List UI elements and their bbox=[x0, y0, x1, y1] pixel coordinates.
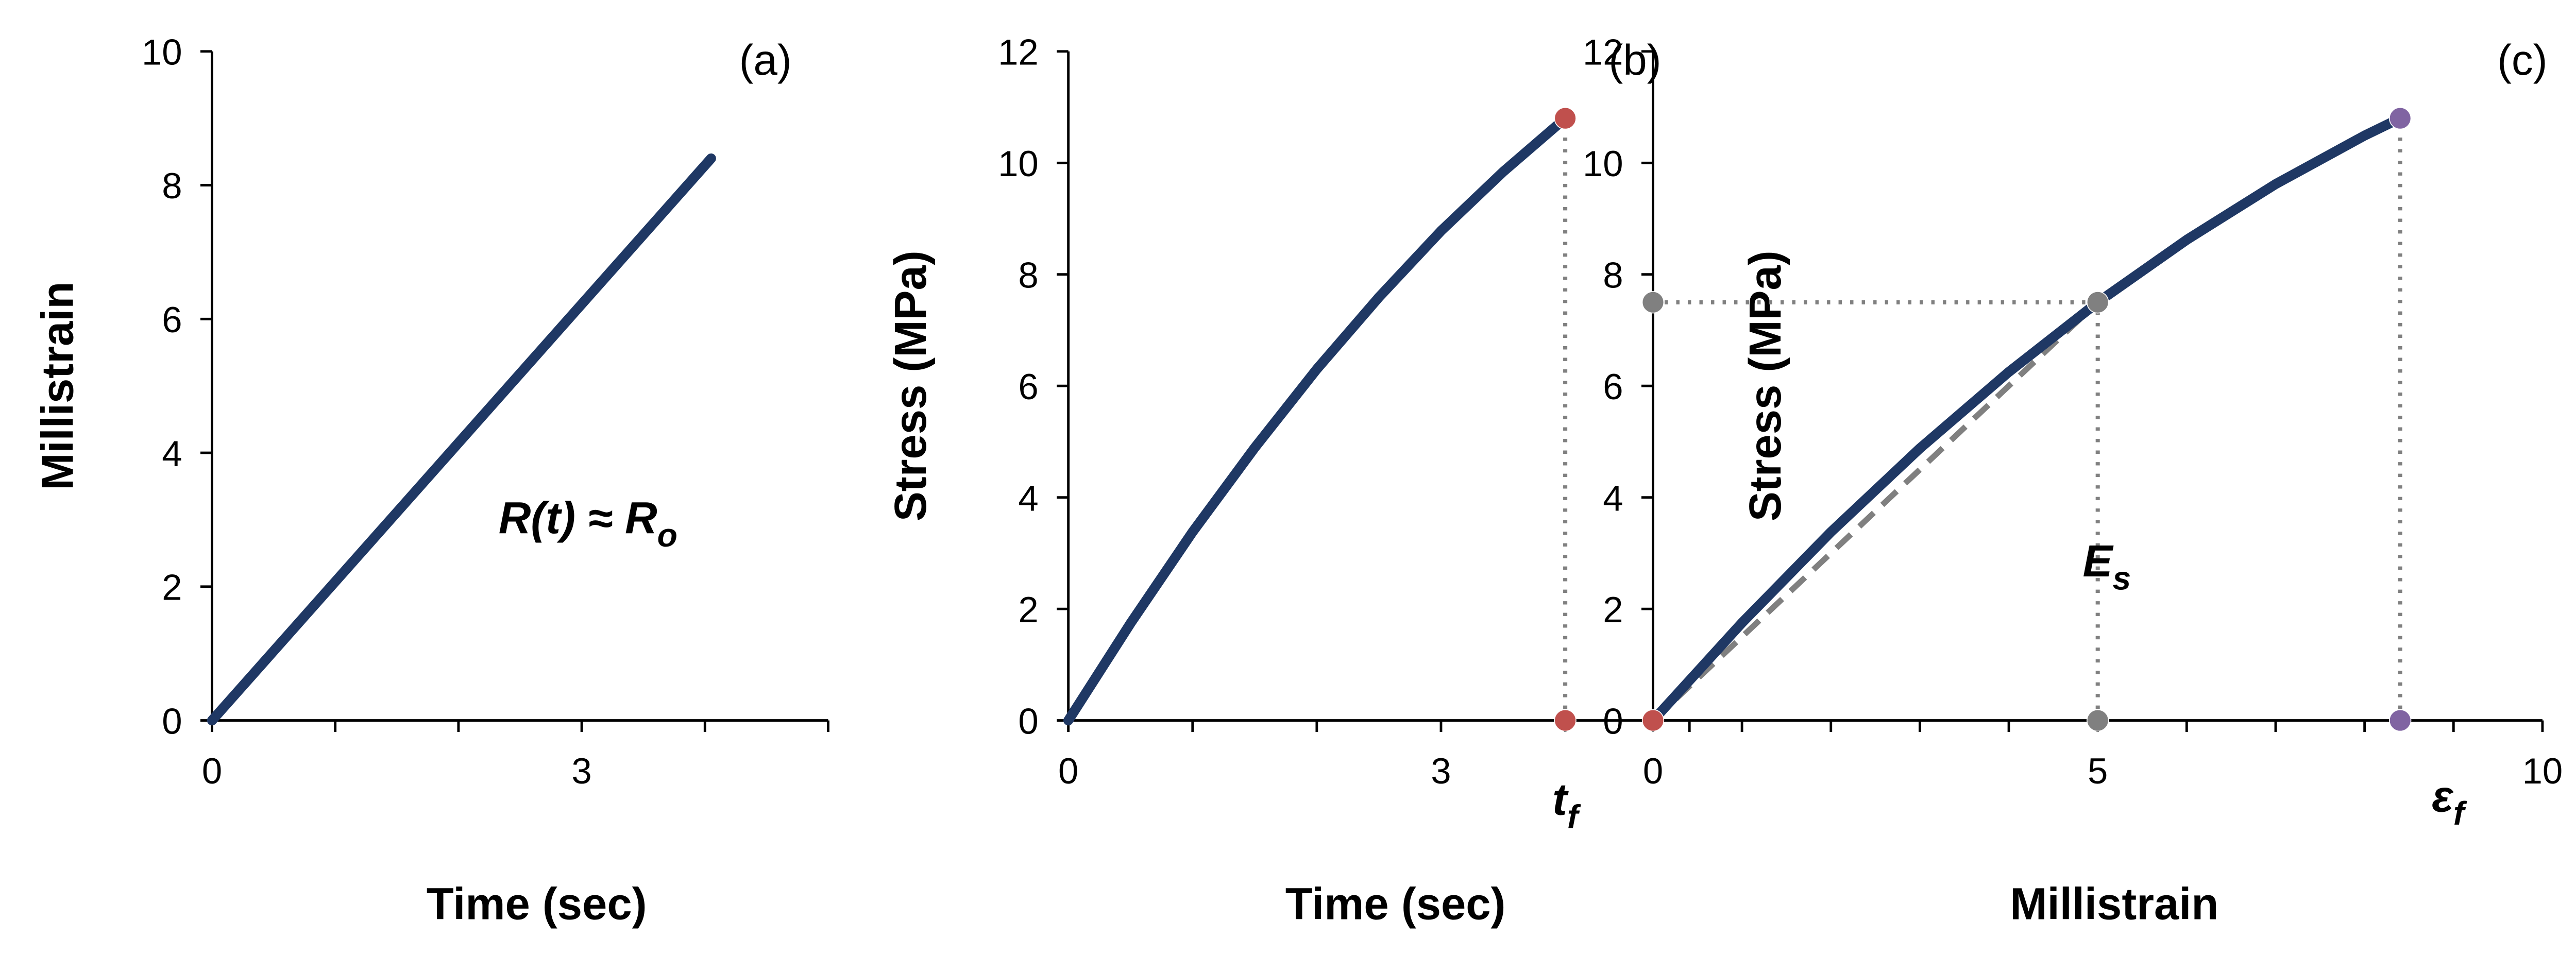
y-tick-label: 6 bbox=[1603, 366, 1623, 407]
y-tick-label: 10 bbox=[998, 143, 1039, 184]
y-axis-title: Stress (MPa) bbox=[886, 250, 936, 521]
guide-line bbox=[1651, 300, 2100, 723]
y-tick-label: 6 bbox=[1018, 366, 1038, 407]
x-tick-label: 3 bbox=[571, 751, 591, 791]
point-marker bbox=[2388, 107, 2412, 130]
y-tick-label: 10 bbox=[1583, 143, 1623, 184]
x-axis-title: Time (sec) bbox=[427, 879, 647, 929]
data-line bbox=[1063, 113, 1570, 726]
annotation-text: R(t) ≈ R bbox=[499, 493, 657, 543]
annotation: εf bbox=[2432, 771, 2467, 832]
y-tick-label: 8 bbox=[162, 165, 182, 206]
data-line bbox=[1648, 113, 2405, 726]
x-axis-title: Millistrain bbox=[2010, 879, 2218, 929]
point-marker bbox=[1641, 291, 1665, 314]
annotation: Es bbox=[2083, 536, 2131, 597]
point-marker bbox=[1554, 107, 1577, 130]
annotation-text: ε bbox=[2432, 771, 2454, 821]
y-tick-label: 2 bbox=[162, 567, 182, 608]
y-tick-label: 2 bbox=[1018, 589, 1038, 630]
annotation-subscript: s bbox=[2112, 560, 2131, 597]
y-tick-label: 8 bbox=[1018, 254, 1038, 295]
x-tick-label: 5 bbox=[2088, 751, 2108, 791]
y-axis-title: Millistrain bbox=[32, 282, 82, 490]
y-tick-label: 2 bbox=[1603, 589, 1623, 630]
y-axis-title: Stress (MPa) bbox=[1740, 250, 1790, 521]
x-axis-title: Time (sec) bbox=[1285, 879, 1506, 929]
y-tick-label: 4 bbox=[1018, 478, 1038, 518]
point-marker bbox=[1554, 709, 1577, 732]
y-tick-label: 0 bbox=[1603, 701, 1623, 741]
x-tick-label: 0 bbox=[1058, 751, 1078, 791]
panel-label: (a) bbox=[739, 36, 792, 84]
y-tick-label: 12 bbox=[1583, 31, 1623, 72]
x-tick-label: 10 bbox=[2522, 751, 2563, 791]
annotation-text: t bbox=[1552, 775, 1569, 825]
y-tick-label: 10 bbox=[142, 31, 182, 72]
annotation-subscript: o bbox=[657, 517, 677, 554]
y-tick-label: 0 bbox=[162, 701, 182, 741]
point-marker bbox=[2388, 709, 2412, 732]
annotation: tf bbox=[1552, 775, 1581, 836]
annotation-subscript: f bbox=[1567, 798, 1581, 836]
x-tick-label: 0 bbox=[1643, 751, 1663, 791]
x-tick-label: 0 bbox=[202, 751, 222, 791]
point-marker bbox=[1641, 709, 1665, 732]
point-marker bbox=[2086, 709, 2109, 732]
y-tick-label: 0 bbox=[1018, 701, 1038, 741]
panel-label: (c) bbox=[2497, 36, 2547, 84]
x-tick-label: 3 bbox=[1431, 751, 1451, 791]
annotation: R(t) ≈ Ro bbox=[499, 493, 677, 554]
y-tick-label: 6 bbox=[162, 299, 182, 340]
y-tick-label: 12 bbox=[998, 31, 1039, 72]
annotation-text: E bbox=[2083, 536, 2114, 586]
data-line bbox=[207, 153, 716, 726]
y-tick-label: 8 bbox=[1603, 254, 1623, 295]
y-tick-label: 4 bbox=[162, 433, 182, 474]
point-marker bbox=[2086, 291, 2109, 314]
y-tick-label: 4 bbox=[1603, 478, 1623, 518]
annotation-subscript: f bbox=[2453, 795, 2467, 832]
